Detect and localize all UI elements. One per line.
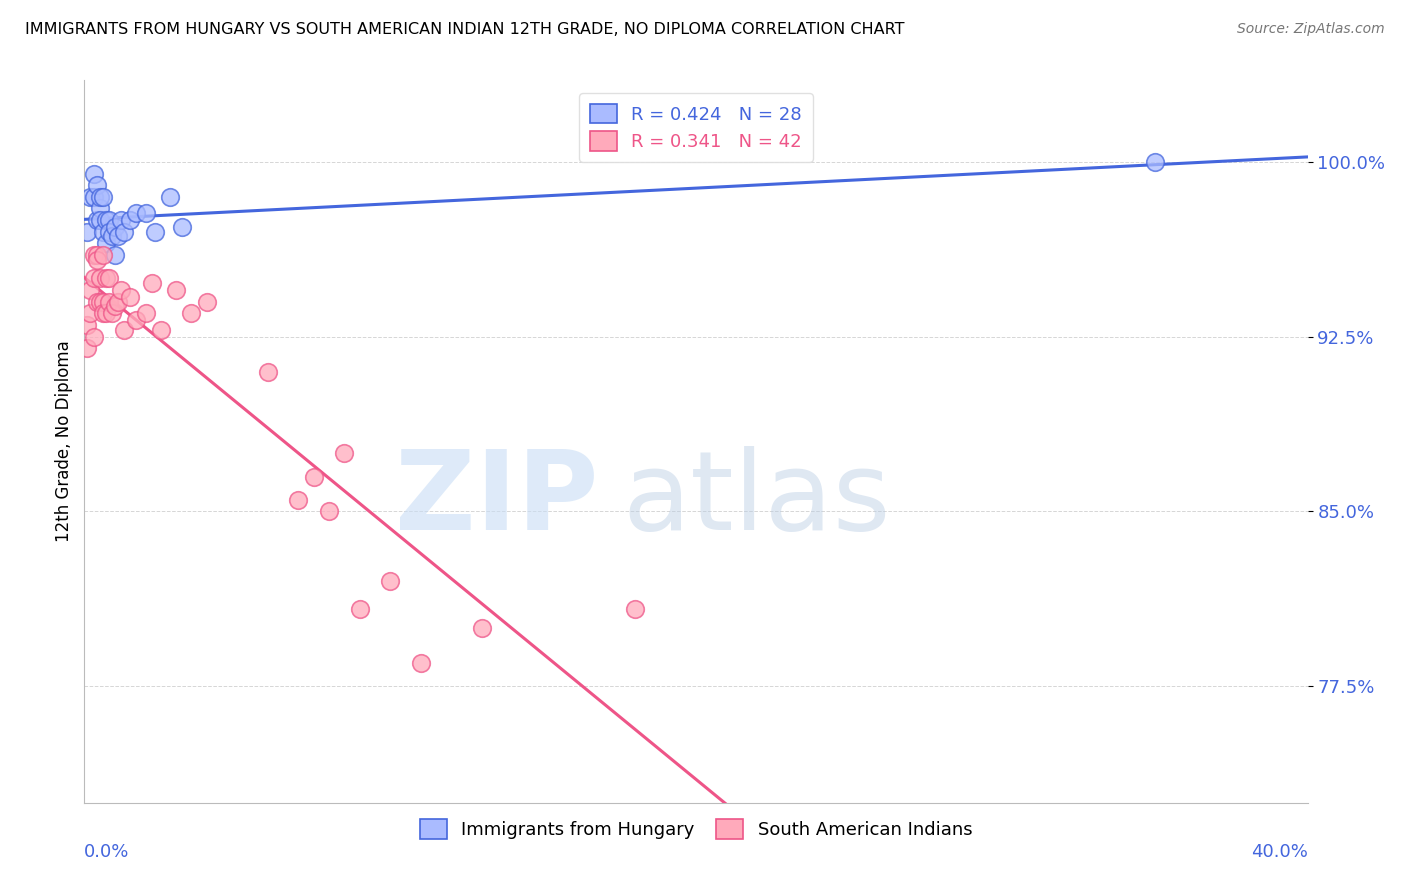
Point [135, 306, 157, 320]
Point [471, 621, 494, 635]
Point [110, 283, 132, 297]
Point [112, 323, 135, 337]
Point [83, 190, 105, 204]
Point [349, 602, 371, 616]
Point [101, 306, 124, 320]
Point [120, 213, 142, 227]
Point [86, 178, 108, 193]
Point [143, 225, 166, 239]
Point [76, 225, 98, 239]
Point [91, 294, 114, 309]
Point [112, 225, 135, 239]
Point [125, 206, 148, 220]
Point [91, 248, 114, 262]
Point [76, 341, 98, 355]
Point [104, 220, 127, 235]
Point [141, 276, 163, 290]
Point [94, 306, 117, 320]
Point [86, 252, 108, 267]
Point [104, 299, 127, 313]
Point [104, 248, 127, 262]
Point [89, 271, 111, 285]
Point [149, 323, 172, 337]
Text: IMMIGRANTS FROM HUNGARY VS SOUTH AMERICAN INDIAN 12TH GRADE, NO DIPLOMA CORRELAT: IMMIGRANTS FROM HUNGARY VS SOUTH AMERICA… [25, 22, 905, 37]
Point [165, 283, 187, 297]
Point [83, 271, 105, 285]
Point [302, 469, 325, 483]
Text: 40.0%: 40.0% [1251, 843, 1308, 861]
Point [79, 283, 101, 297]
Text: atlas: atlas [623, 446, 891, 553]
Point [318, 504, 340, 518]
Point [287, 492, 309, 507]
Legend: Immigrants from Hungary, South American Indians: Immigrants from Hungary, South American … [411, 810, 981, 848]
Point [97, 271, 120, 285]
Point [94, 236, 117, 251]
Point [333, 446, 356, 460]
Point [110, 213, 132, 227]
Point [89, 202, 111, 216]
Point [89, 190, 111, 204]
Point [86, 294, 108, 309]
Point [86, 213, 108, 227]
Point [91, 225, 114, 239]
Point [86, 248, 108, 262]
Point [91, 306, 114, 320]
Point [97, 294, 120, 309]
Point [195, 294, 218, 309]
Point [125, 313, 148, 327]
Point [79, 306, 101, 320]
Point [83, 167, 105, 181]
Point [97, 213, 120, 227]
Point [97, 225, 120, 239]
Point [107, 294, 129, 309]
Point [101, 229, 124, 244]
Point [83, 248, 105, 262]
Point [120, 290, 142, 304]
Point [89, 294, 111, 309]
Point [409, 656, 432, 670]
Point [76, 318, 98, 332]
Point [107, 229, 129, 244]
Point [1143, 154, 1166, 169]
Point [91, 190, 114, 204]
Point [172, 220, 194, 235]
Point [180, 306, 202, 320]
Point [159, 190, 181, 204]
Point [83, 329, 105, 343]
Point [89, 213, 111, 227]
Point [94, 213, 117, 227]
Point [624, 602, 647, 616]
Point [135, 206, 157, 220]
Text: ZIP: ZIP [395, 446, 598, 553]
Text: Source: ZipAtlas.com: Source: ZipAtlas.com [1237, 22, 1385, 37]
Point [94, 271, 117, 285]
Y-axis label: 12th Grade, No Diploma: 12th Grade, No Diploma [55, 341, 73, 542]
Text: 0.0%: 0.0% [84, 843, 129, 861]
Point [257, 365, 280, 379]
Point [380, 574, 402, 589]
Point [79, 190, 101, 204]
